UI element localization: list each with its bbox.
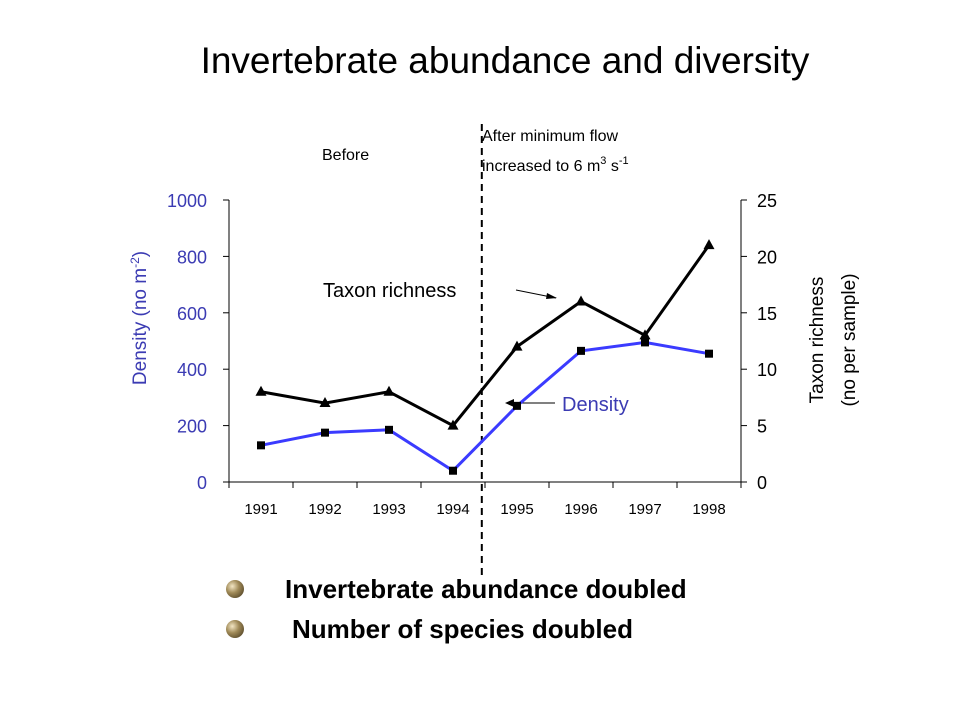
left-tick-label: 0 <box>197 473 207 493</box>
density-arrowhead <box>505 399 514 407</box>
right-tick-label: 25 <box>757 191 777 211</box>
x-tick-label: 1995 <box>500 501 533 518</box>
right-tick-label: 10 <box>757 360 777 380</box>
taxon-richness-point <box>319 397 331 408</box>
taxon-richness-point <box>639 329 651 340</box>
right-axis-label-line2: (no per sample) <box>839 273 860 406</box>
density-point <box>385 425 393 434</box>
taxon-richness-label: Taxon richness <box>323 280 456 302</box>
density-point <box>705 349 713 358</box>
left-tick-label: 400 <box>177 360 207 380</box>
x-tick-label: 1996 <box>564 501 597 518</box>
right-axis-label-line1: Taxon richness <box>807 277 828 404</box>
density-point <box>513 401 521 410</box>
x-tick-label: 1997 <box>628 501 661 518</box>
taxon-richness-point <box>703 239 715 250</box>
left-tick-label: 600 <box>177 304 207 324</box>
after-label-line2: increased to 6 m3 s-1 <box>482 155 629 175</box>
x-tick-label: 1994 <box>436 501 469 518</box>
taxon-richness-series-line <box>260 244 711 428</box>
taxon-richness-point <box>383 385 395 396</box>
x-tick-label: 1991 <box>244 501 277 518</box>
left-tick-label: 200 <box>177 417 207 437</box>
density-series-line <box>260 340 710 473</box>
bullet-icon <box>226 620 244 638</box>
density-point <box>641 338 649 347</box>
x-tick-label: 1993 <box>372 501 405 518</box>
after-label-line1: After minimum flow <box>482 128 618 145</box>
taxon-richness-point <box>511 340 523 351</box>
density-point <box>321 428 329 437</box>
density-point <box>449 466 457 475</box>
left-tick-label: 800 <box>177 247 207 267</box>
x-tick-label: 1998 <box>692 501 725 518</box>
bullet-text: Number of species doubled <box>292 614 633 644</box>
left-tick-label: 1000 <box>167 191 207 211</box>
right-tick-label: 15 <box>757 304 777 324</box>
before-label: Before <box>322 147 369 164</box>
taxon-richness-point <box>447 419 459 430</box>
bullet-icon <box>226 580 244 598</box>
density-point <box>577 346 585 355</box>
x-tick-label: 1992 <box>308 501 341 518</box>
right-tick-label: 5 <box>757 417 767 437</box>
density-point <box>257 441 265 450</box>
bullet-text: Invertebrate abundance doubled <box>285 574 687 604</box>
taxon-richness-arrowhead <box>546 293 557 299</box>
right-tick-label: 0 <box>757 473 767 493</box>
taxon-richness-point <box>575 295 587 306</box>
density-label: Density <box>562 394 629 416</box>
left-axis-label: Density (no m-2) <box>128 251 151 385</box>
right-tick-label: 20 <box>757 247 777 267</box>
taxon-richness-point <box>255 385 267 396</box>
slide-title: Invertebrate abundance and diversity <box>200 40 810 81</box>
